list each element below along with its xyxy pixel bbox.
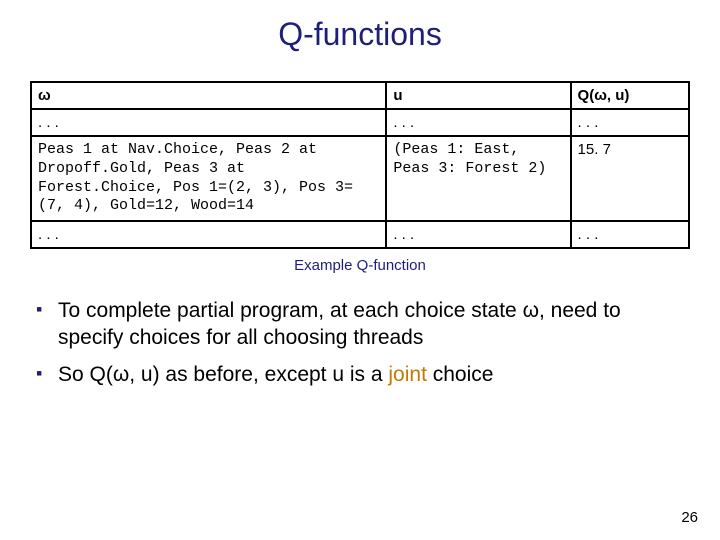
table-header-row: ω u Q(ω, u) (31, 82, 689, 109)
cell-omega: . . . (31, 221, 386, 248)
header-q: Q(ω, u) (571, 82, 689, 109)
table-row: . . . . . . . . . (31, 109, 689, 136)
bullet-text: choice (427, 363, 494, 386)
cell-u: . . . (386, 109, 570, 136)
cell-omega: . . . (31, 109, 386, 136)
page-number: 26 (681, 509, 698, 526)
cell-q: 15. 7 (571, 136, 689, 221)
joint-highlight: joint (388, 363, 427, 386)
cell-q: . . . (571, 221, 689, 248)
header-omega: ω (31, 82, 386, 109)
bullet-item: To complete partial program, at each cho… (36, 298, 684, 352)
cell-q: . . . (571, 109, 689, 136)
header-u: u (386, 82, 570, 109)
slide-title: Q-functions (30, 16, 690, 53)
table-row: Peas 1 at Nav.Choice, Peas 2 at Dropoff.… (31, 136, 689, 221)
slide: Q-functions ω u Q(ω, u) . . . . . . . . … (0, 0, 720, 540)
bullet-list: To complete partial program, at each cho… (30, 298, 690, 389)
cell-omega: Peas 1 at Nav.Choice, Peas 2 at Dropoff.… (31, 136, 386, 221)
table-row: . . . . . . . . . (31, 221, 689, 248)
cell-u: . . . (386, 221, 570, 248)
table-caption: Example Q-function (30, 257, 690, 274)
bullet-item: So Q(ω, u) as before, except u is a join… (36, 362, 684, 389)
cell-u: (Peas 1: East, Peas 3: Forest 2) (386, 136, 570, 221)
q-function-table: ω u Q(ω, u) . . . . . . . . . Peas 1 at … (30, 81, 690, 249)
bullet-text: So Q(ω, u) as before, except u is a (58, 363, 388, 386)
